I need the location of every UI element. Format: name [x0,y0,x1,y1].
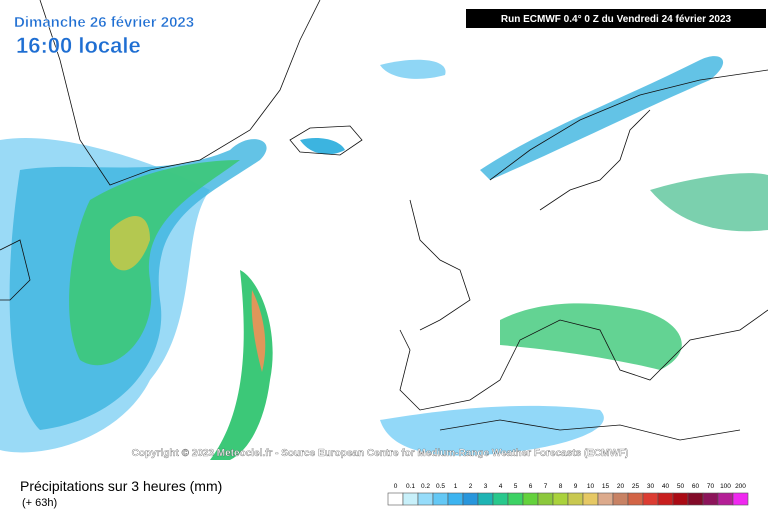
legend-swatch [672,492,689,506]
map [0,0,768,462]
legend-swatch [462,492,479,506]
legend-label: 4 [499,483,503,490]
legend-label: 40 [662,483,670,490]
legend-swatch [417,492,434,506]
legend-swatch [477,492,494,506]
forecast-lead: (+ 63h) [22,497,57,509]
legend-swatch [447,492,464,506]
copyright: Copyright © 2023 Meteociel.fr - Source E… [132,448,629,459]
legend-label: 100 [720,483,731,490]
coastlines [0,0,768,441]
legend-label: 60 [692,483,700,490]
legend-swatch [432,492,449,506]
legend-label: 5 [514,483,518,490]
legend-swatch [717,492,734,506]
legend-label: 1 [454,483,458,490]
legend: 0 0.1 0.2 0.5 1 2 3 4 5 6 7 8 9 10 15 20 25 30 40 50 60 70 100… [387,483,749,506]
legend-label: 10 [587,483,595,490]
legend-label: 30 [647,483,655,490]
footer-title: Précipitations sur 3 heures (mm) [20,478,222,494]
legend-swatch [702,492,719,506]
legend-swatch [732,492,749,506]
time-label: 16:00 locale [16,33,141,58]
legend-swatch [507,492,524,506]
legend-swatch [627,492,644,506]
legend-swatch [552,492,569,506]
legend-swatch [537,492,554,506]
legend-label: 8 [559,483,563,490]
legend-label: 3 [484,483,488,490]
run-banner [466,9,766,28]
legend-label: 50 [677,483,685,490]
legend-swatch [687,492,704,506]
legend-label: 2 [469,483,473,490]
legend-label: 20 [617,483,625,490]
legend-label: 6 [529,483,533,490]
legend-label: 200 [735,483,746,490]
legend-label: 9 [574,483,578,490]
legend-label: 7 [544,483,548,490]
precipitation [0,56,768,460]
legend-swatch [492,492,509,506]
legend-label: 70 [707,483,715,490]
legend-swatch [642,492,659,506]
run-label: Run ECMWF 0.4° 0 Z du Vendredi 24 févrie… [501,14,732,25]
legend-swatch [612,492,629,506]
legend-swatch [387,492,404,506]
legend-swatch [402,492,419,506]
legend-swatch [597,492,614,506]
legend-label: 0.5 [436,483,445,490]
legend-label: 0.2 [421,483,430,490]
legend-label: 0 [394,483,398,490]
legend-label: 25 [632,483,640,490]
legend-swatch [522,492,539,506]
legend-swatch [567,492,584,506]
date-label: Dimanche 26 février 2023 [14,14,194,31]
legend-label: 0.1 [406,483,415,490]
legend-label: 15 [602,483,610,490]
legend-swatch [582,492,599,506]
legend-swatch [657,492,674,506]
